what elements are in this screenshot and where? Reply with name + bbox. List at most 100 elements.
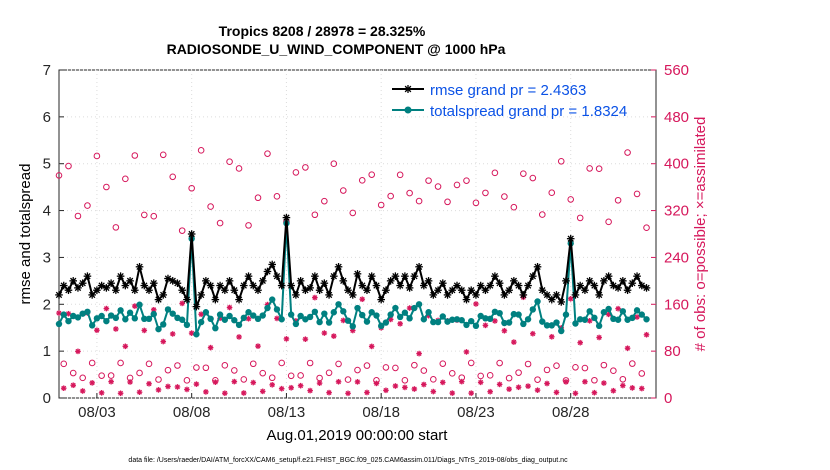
rmse-point	[325, 291, 333, 299]
totalspread-point	[406, 315, 413, 322]
rmse-point	[121, 281, 130, 290]
totalspread-point	[197, 318, 205, 326]
obs-assimilated-point	[359, 296, 366, 303]
obs-possible-point	[344, 376, 352, 383]
rmse-point	[604, 272, 613, 280]
obs-assimilated-point	[354, 379, 361, 385]
x-tick-label: 08/13	[268, 404, 306, 421]
obs-assimilated-point	[601, 380, 607, 386]
rmse-point	[562, 277, 570, 285]
obs-possible-point	[249, 360, 257, 368]
rmse-point	[633, 272, 641, 280]
rmse-point	[187, 230, 196, 238]
obs-assimilated-point	[89, 380, 95, 386]
obs-possible-point	[321, 197, 328, 205]
obs-assimilated-point	[326, 389, 332, 396]
obs-assimilated-point	[165, 383, 171, 390]
obs-possible-point	[287, 372, 295, 380]
obs-possible-point	[614, 196, 622, 204]
obs-possible-point	[595, 165, 603, 173]
obs-possible-point	[624, 149, 631, 156]
totalspread-point	[354, 304, 361, 312]
rmse-point	[529, 272, 537, 280]
obs-assimilated-point	[402, 384, 408, 391]
x-tick-label: 08/08	[173, 404, 211, 421]
y-left-tick-label: 4	[43, 203, 51, 220]
obs-possible-point	[155, 376, 162, 383]
rmse-point	[600, 277, 608, 285]
obs-possible-point	[235, 165, 243, 172]
data-file-footer: data file: /Users/raeder/DAI/ATM_forcXX/…	[128, 457, 568, 464]
y-left-tick-label: 7	[43, 62, 51, 79]
totalspread-point	[98, 312, 105, 320]
obs-possible-point	[178, 227, 186, 234]
obs-possible-point	[240, 376, 248, 383]
chart-title: Tropics 8208 / 28978 = 28.325%	[219, 23, 426, 39]
obs-possible-point	[325, 369, 333, 377]
obs-possible-point	[164, 366, 172, 374]
obs-possible-point	[434, 183, 442, 190]
obs-assimilated-point	[368, 343, 375, 350]
obs-possible-point	[448, 370, 456, 377]
obs-possible-point	[193, 364, 200, 371]
totalspread-point	[605, 305, 612, 313]
rmse-point	[149, 279, 158, 287]
obs-possible-point	[207, 203, 214, 210]
rmse-point	[315, 286, 324, 295]
obs-possible-point	[576, 214, 584, 222]
rmse-point	[59, 281, 68, 290]
y-right-tick-label: 400	[664, 156, 689, 173]
obs-possible-point	[136, 369, 143, 377]
rmse-point	[533, 263, 542, 271]
rmse-point	[211, 295, 220, 304]
rmse-point	[348, 291, 357, 299]
obs-possible-point	[643, 224, 650, 231]
rmse-point	[386, 277, 395, 285]
obs-possible-point	[98, 372, 105, 379]
obs-assimilated-point	[506, 386, 512, 392]
rmse-point	[358, 281, 367, 290]
obs-assimilated-point	[297, 382, 304, 389]
obs-assimilated-point	[544, 380, 550, 387]
obs-possible-point	[396, 171, 404, 179]
y-axis-left-label: rmse and totalspread	[17, 164, 34, 305]
obs-assimilated-point	[515, 384, 522, 391]
obs-possible-point	[259, 369, 267, 377]
obs-possible-point	[330, 160, 338, 168]
obs-possible-point	[453, 181, 461, 189]
rmse-point	[78, 279, 87, 287]
totalspread-point	[529, 306, 537, 313]
rmse-point	[557, 298, 566, 306]
obs-possible-point	[629, 360, 636, 367]
totalspread-point	[434, 318, 442, 326]
totalspread-point	[269, 296, 276, 303]
obs-possible-point	[202, 364, 210, 372]
totalspread-point	[496, 309, 503, 317]
rmse-point	[505, 286, 513, 295]
y-right-tick-label: 240	[664, 249, 689, 266]
rmse-point	[519, 291, 528, 299]
obs-possible-point	[610, 367, 617, 375]
obs-possible-markers	[55, 147, 650, 384]
obs-assimilated-point	[113, 326, 119, 332]
rmse-point	[481, 286, 490, 295]
obs-assimilated-point	[553, 389, 560, 396]
obs-assimilated-point	[582, 378, 588, 385]
obs-assimilated-point	[222, 390, 228, 397]
obs-possible-point	[74, 212, 82, 220]
obs-assimilated-point	[79, 388, 86, 394]
y-right-tick-label: 80	[664, 343, 681, 360]
obs-assimilated-point	[416, 350, 422, 357]
obs-possible-point	[183, 377, 191, 384]
obs-possible-point	[363, 362, 371, 369]
totalspread-point	[401, 309, 409, 316]
obs-assimilated-point	[501, 327, 508, 334]
obs-possible-point	[472, 199, 480, 207]
obs-possible-point	[221, 362, 229, 369]
obs-assimilated-point	[610, 387, 617, 394]
rmse-point	[287, 281, 295, 290]
obs-possible-point	[297, 372, 304, 379]
totalspread-point	[458, 317, 465, 324]
rmse-point	[614, 284, 622, 292]
totalspread-point	[340, 308, 347, 315]
